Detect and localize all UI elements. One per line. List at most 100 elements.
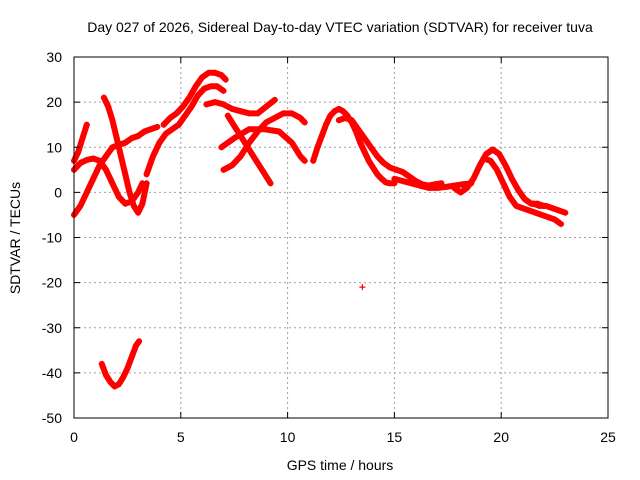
data-point [261,126,268,133]
data-point [136,338,143,345]
data-point [128,135,135,142]
data-point [135,132,142,139]
data-point [301,157,308,164]
data-point [246,110,253,117]
data-point [122,171,129,178]
data-point [211,99,218,106]
y-tick-label: -30 [42,320,62,336]
data-point [380,160,387,167]
data-point [229,162,236,169]
data-point [220,101,227,108]
data-point [107,378,114,385]
data-point [135,189,142,196]
data-point [250,153,257,160]
data-points [71,69,569,390]
data-point [335,117,342,124]
x-tick-label: 15 [387,429,403,445]
data-point [122,139,129,146]
data-point [327,112,334,119]
data-point [188,103,195,110]
data-point [90,155,97,162]
data-point [506,193,513,200]
data-point [229,105,236,112]
data-point [254,110,261,117]
data-point [393,166,400,173]
data-point [79,135,86,142]
axes: 0 5 10 15 20 25 -50 -40 -30 -20 -10 0 10 20 30 [42,49,616,445]
data-point [538,211,545,218]
data-point [117,153,124,160]
data-point [288,110,295,117]
data-point [459,181,466,188]
data-point [237,153,244,160]
data-point [98,360,105,367]
data-point [297,153,304,160]
data-point [126,189,133,196]
x-tick-label: 5 [177,429,185,445]
data-point [77,160,84,167]
data-point [128,354,135,361]
series-arc-m [391,175,475,191]
y-tick-label: -20 [42,275,62,291]
data-point [103,372,110,379]
data-point [103,166,110,173]
data-point [113,135,120,142]
x-tick-label: 25 [600,429,616,445]
data-point [271,96,278,103]
data-point [167,114,174,121]
data-point [387,164,394,171]
series-arc-q [98,338,143,390]
y-tick-label: -50 [42,410,62,426]
data-point [205,69,212,76]
data-point [130,202,137,209]
data-point [109,117,116,124]
data-point [348,117,355,124]
grid [74,57,608,418]
data-point [90,175,97,182]
data-point [442,183,449,190]
data-point [502,162,509,169]
data-point [263,119,270,126]
data-point [530,200,537,207]
data-point [543,202,550,209]
x-tick-label: 0 [70,429,78,445]
data-point [310,157,317,164]
data-point [96,162,103,169]
series-arc-j [218,126,308,164]
data-point [399,178,406,185]
data-point [483,151,490,158]
data-point [365,157,372,164]
data-point [382,179,389,186]
y-tick-label: 10 [46,139,62,155]
data-point [139,200,146,207]
y-tick-label: -40 [42,365,62,381]
data-point [391,175,398,182]
data-point [335,105,342,112]
data-point [105,103,112,110]
data-point [169,126,176,133]
data-point [276,128,283,135]
data-point [103,153,110,160]
data-point [132,342,139,349]
data-point [513,202,520,209]
data-point [220,87,227,94]
data-point [111,383,118,390]
data-point [496,151,503,158]
y-axis-label: SDTVAR / TECUs [7,182,23,294]
data-point [551,216,558,223]
y-tick-label: 30 [46,49,62,65]
data-point [224,112,231,119]
data-point [141,128,148,135]
data-point [359,284,366,291]
data-point [493,166,500,173]
data-point [378,175,385,182]
y-tick-label: -10 [42,230,62,246]
data-point [147,126,154,133]
data-point [355,126,362,133]
data-point [173,110,180,117]
data-point [314,144,321,151]
data-point [143,171,150,178]
data-point [199,74,206,81]
chart-title: Day 027 of 2026, Sidereal Day-to-day VTE… [87,19,593,35]
